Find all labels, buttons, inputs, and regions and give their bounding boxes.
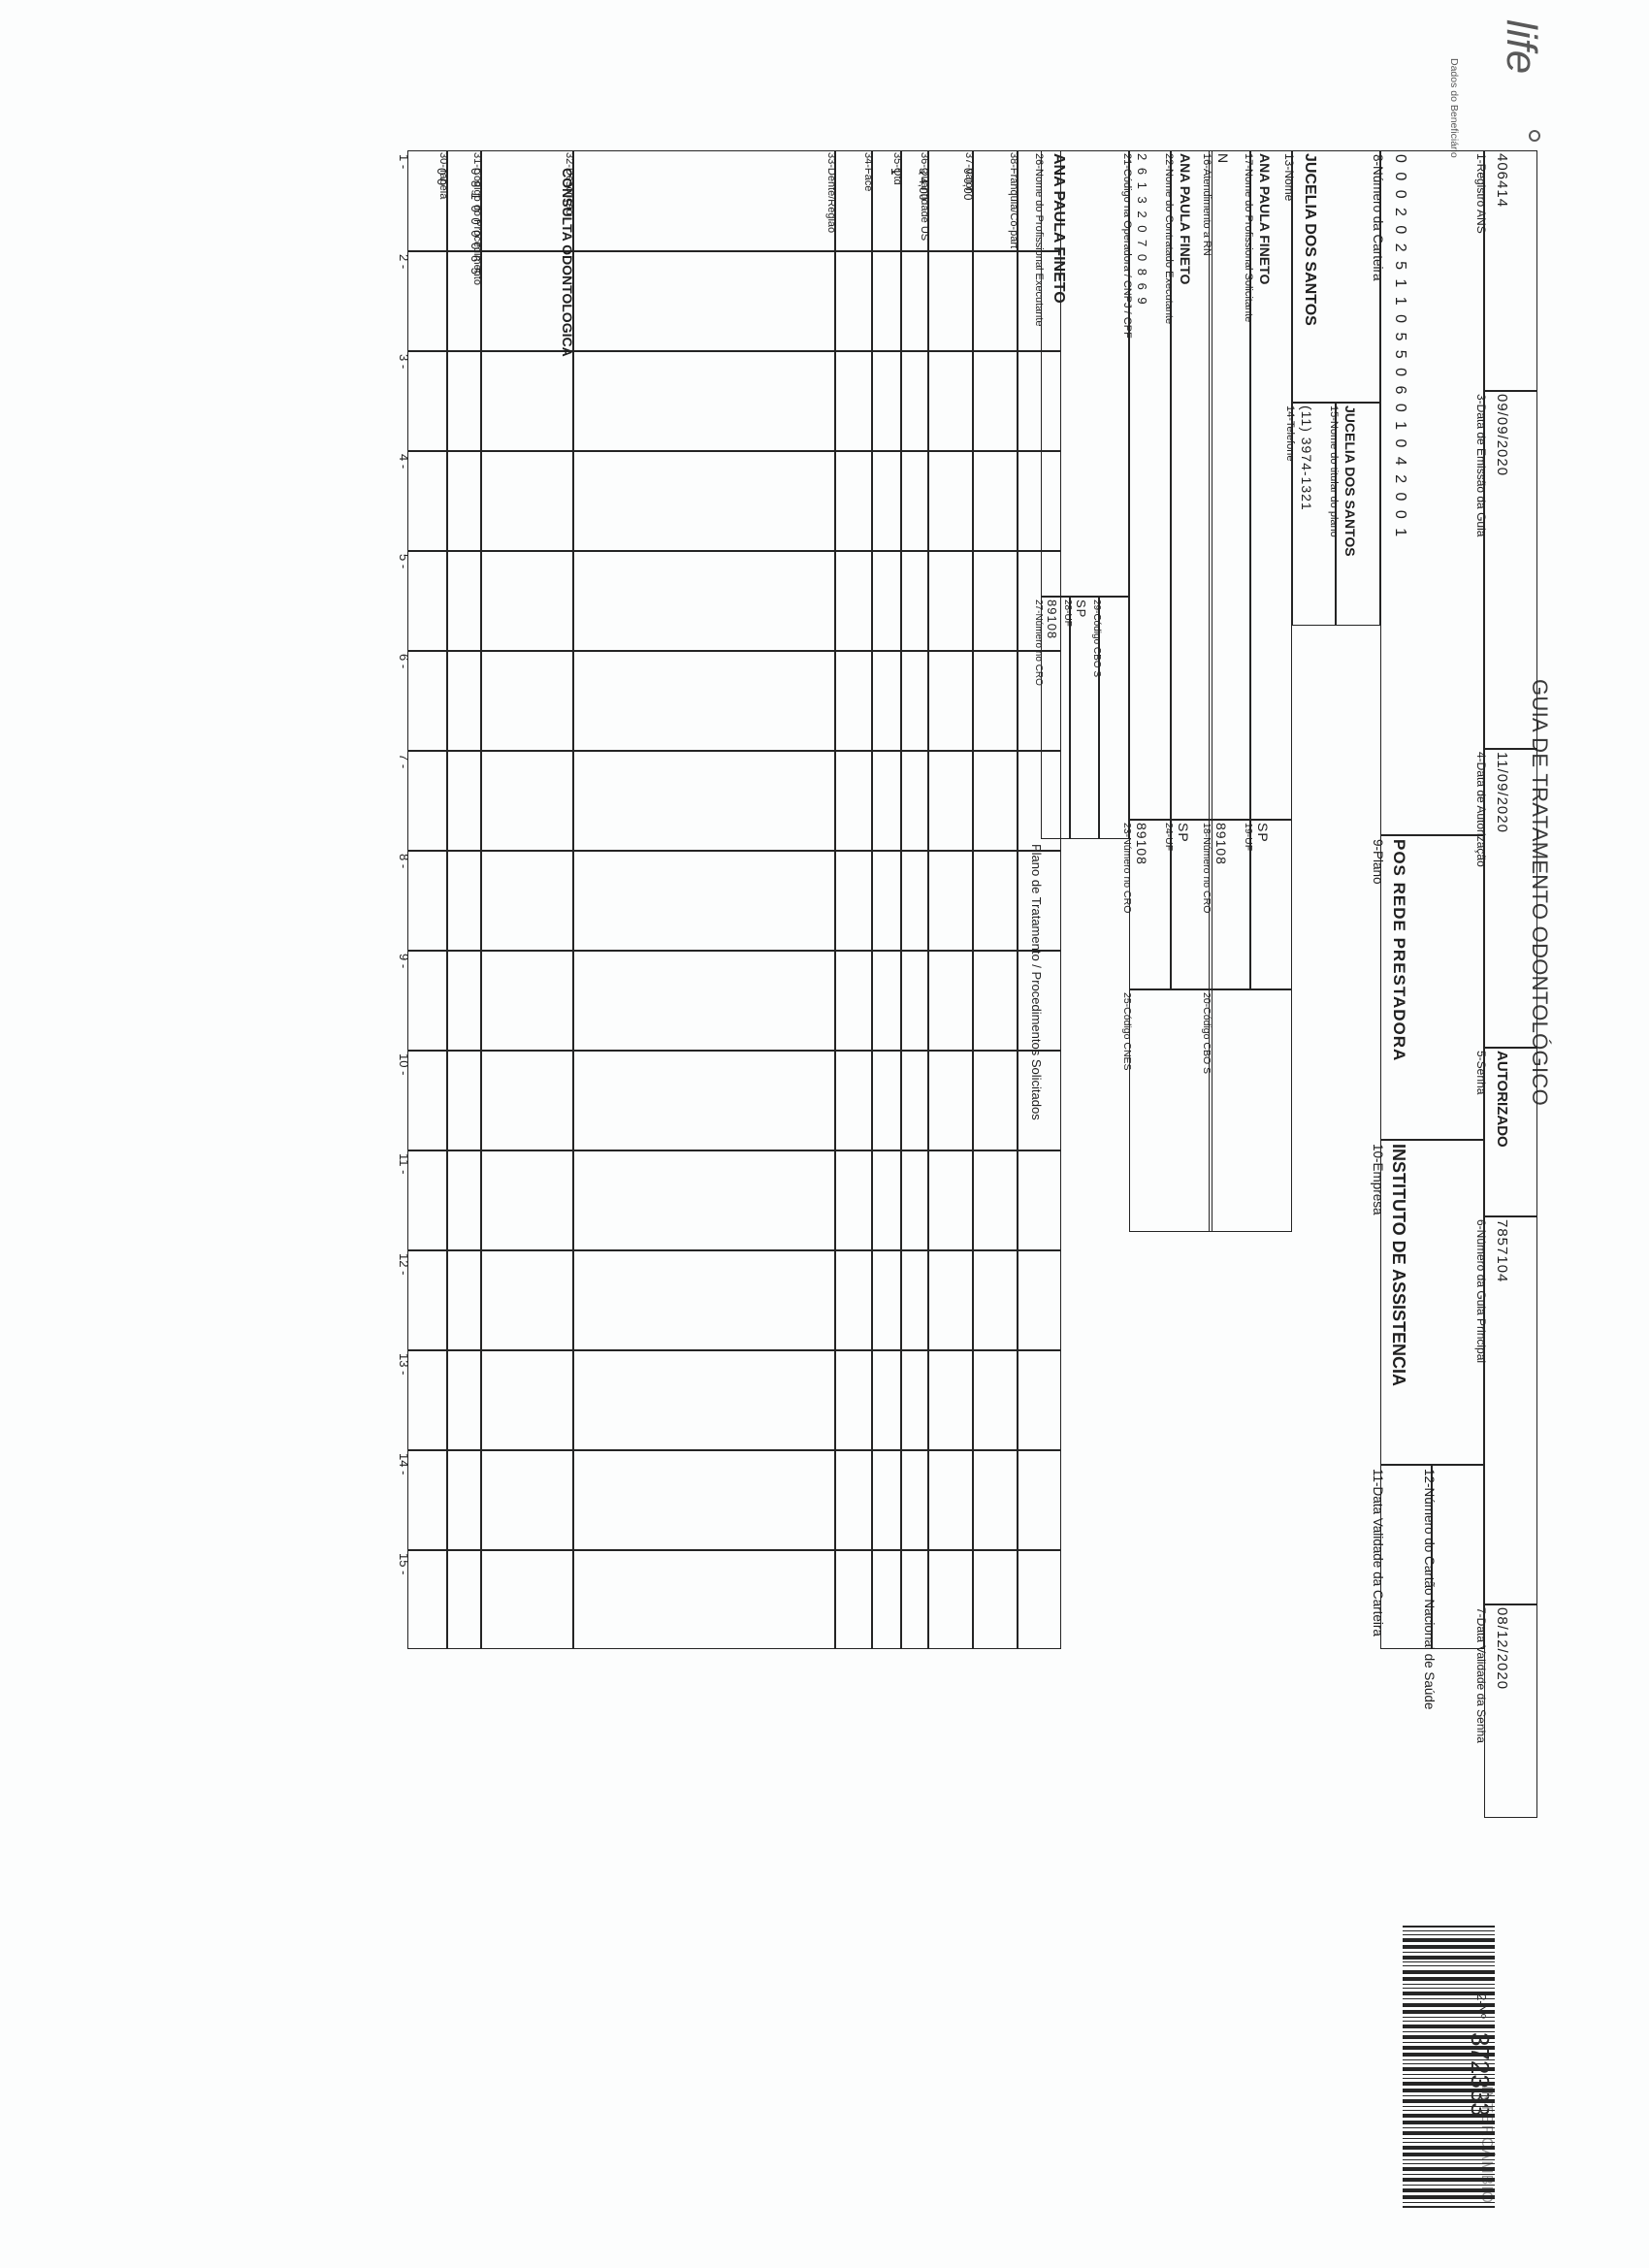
svg-text:life: life [1498,19,1545,74]
